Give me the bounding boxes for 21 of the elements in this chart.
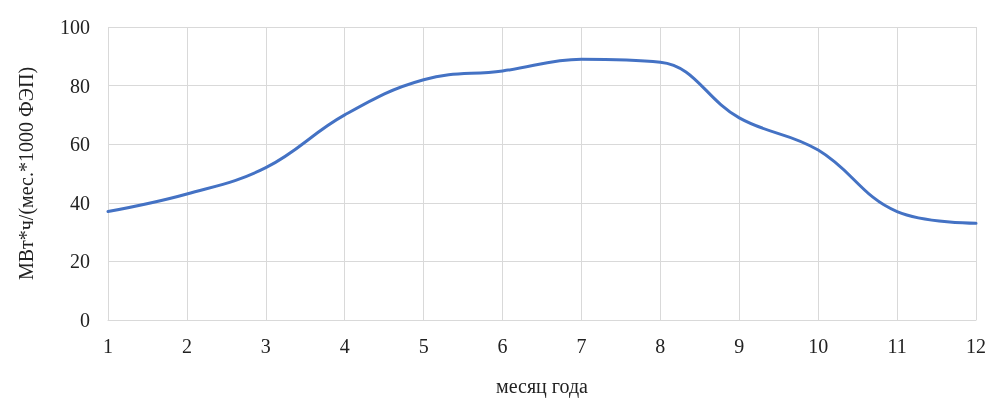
y-tick-label: 40	[70, 191, 90, 214]
x-tick-label: 4	[339, 335, 350, 357]
x-tick-label: 1	[103, 335, 113, 357]
y-axis-title: МВт*ч/(мес.*1000 ФЭП)	[15, 66, 38, 281]
x-tick-label: 2	[181, 335, 192, 357]
line-series	[106, 57, 978, 225]
y-tick-label: 0	[80, 309, 90, 331]
y-tick-label: 60	[70, 133, 90, 156]
x-tick-label: 5	[418, 335, 429, 357]
y-tick-label: 20	[70, 250, 90, 273]
x-tick-label: 9	[734, 335, 745, 357]
x-tick-label: 11	[887, 335, 907, 357]
x-tick-label: 8	[655, 335, 666, 357]
y-tick-label: 80	[70, 74, 90, 97]
x-tick-label: 10	[808, 335, 829, 357]
x-tick-label: 3	[260, 335, 271, 357]
x-tick-label: 7	[576, 335, 587, 357]
x-axis-title: месяц года	[496, 375, 589, 398]
x-tick-label: 6	[497, 335, 508, 357]
y-tick-label: 100	[60, 16, 90, 38]
x-tick-label: 12	[966, 335, 986, 357]
